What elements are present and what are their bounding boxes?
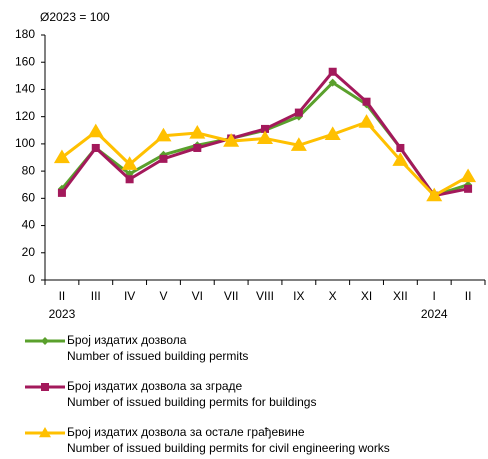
x-tick-label: II <box>59 289 66 303</box>
x-tick-label: V <box>159 289 167 303</box>
marker <box>261 124 269 133</box>
x-tick-label: I <box>433 289 436 303</box>
x-tick-label: II <box>465 289 472 303</box>
x-tick-label: III <box>91 289 101 303</box>
marker <box>328 67 337 76</box>
x-tick-label: X <box>329 289 337 303</box>
marker <box>57 188 66 197</box>
y-tick-label: 40 <box>22 218 36 232</box>
marker <box>290 137 307 151</box>
y-tick-label: 160 <box>15 54 35 68</box>
marker <box>155 127 172 142</box>
x-tick-label: VII <box>224 289 239 303</box>
legend-label: Број издатих дозвола за остале грађевине <box>67 425 305 439</box>
marker <box>193 143 202 152</box>
marker <box>362 97 371 106</box>
marker <box>426 187 443 202</box>
marker <box>121 156 138 170</box>
y-tick-label: 60 <box>22 191 36 205</box>
marker <box>223 133 240 147</box>
marker <box>358 114 375 128</box>
marker <box>41 383 49 391</box>
marker <box>189 125 206 139</box>
y-tick-label: 80 <box>22 163 36 177</box>
marker <box>328 78 337 87</box>
x-tick-label: IX <box>293 289 304 303</box>
legend-label: Број издатих дозвола за зграде <box>67 379 243 393</box>
x-tick-label: XII <box>393 289 408 303</box>
x-tick-label: VI <box>192 289 203 303</box>
x-tick-label: VIII <box>256 289 274 303</box>
marker <box>257 130 273 145</box>
marker <box>41 337 49 345</box>
marker <box>464 184 473 193</box>
y-tick-label: 140 <box>15 82 35 96</box>
marker <box>87 123 104 138</box>
marker <box>39 427 51 438</box>
marker <box>159 154 168 163</box>
y-tick-label: 180 <box>15 27 35 41</box>
y-tick-label: 20 <box>22 245 36 259</box>
marker <box>392 152 409 166</box>
marker <box>294 108 303 117</box>
marker <box>125 175 134 184</box>
marker <box>91 143 100 152</box>
legend-label-en: Number of issued building permits for bu… <box>67 395 316 409</box>
axis-label: Ø2023 = 100 <box>40 10 110 24</box>
marker <box>53 149 70 164</box>
y-tick-label: 0 <box>28 272 35 286</box>
year-label: 2023 <box>49 307 76 321</box>
x-tick-label: XI <box>361 289 372 303</box>
marker <box>460 168 477 183</box>
y-tick-label: 100 <box>15 136 35 150</box>
legend-label-en: Number of issued building permits for ci… <box>67 441 390 455</box>
y-tick-label: 120 <box>15 109 35 123</box>
marker <box>324 126 341 140</box>
marker <box>396 143 405 152</box>
legend-label-en: Number of issued building permits <box>67 349 248 363</box>
x-tick-label: IV <box>124 289 135 303</box>
year-label: 2024 <box>421 307 448 321</box>
legend-label: Број издатих дозвола <box>67 333 187 347</box>
